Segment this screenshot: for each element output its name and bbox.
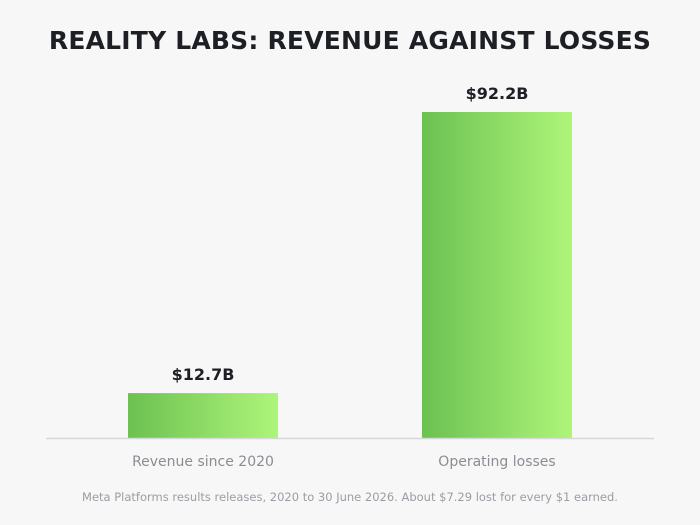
bar-revenue xyxy=(128,393,278,438)
chart-footnote: Meta Platforms results releases, 2020 to… xyxy=(82,490,618,504)
category-label-revenue: Revenue since 2020 xyxy=(132,454,274,470)
chart-title: REALITY LABS: REVENUE AGAINST LOSSES xyxy=(48,26,652,55)
value-label-losses: $92.2B xyxy=(466,84,529,103)
category-label-losses: Operating losses xyxy=(438,454,555,470)
bars-group xyxy=(128,112,572,438)
value-label-revenue: $12.7B xyxy=(172,365,235,384)
bar-losses xyxy=(422,112,572,438)
labels-group: $12.7B Revenue since 2020 $92.2B Operating … xyxy=(132,84,556,470)
